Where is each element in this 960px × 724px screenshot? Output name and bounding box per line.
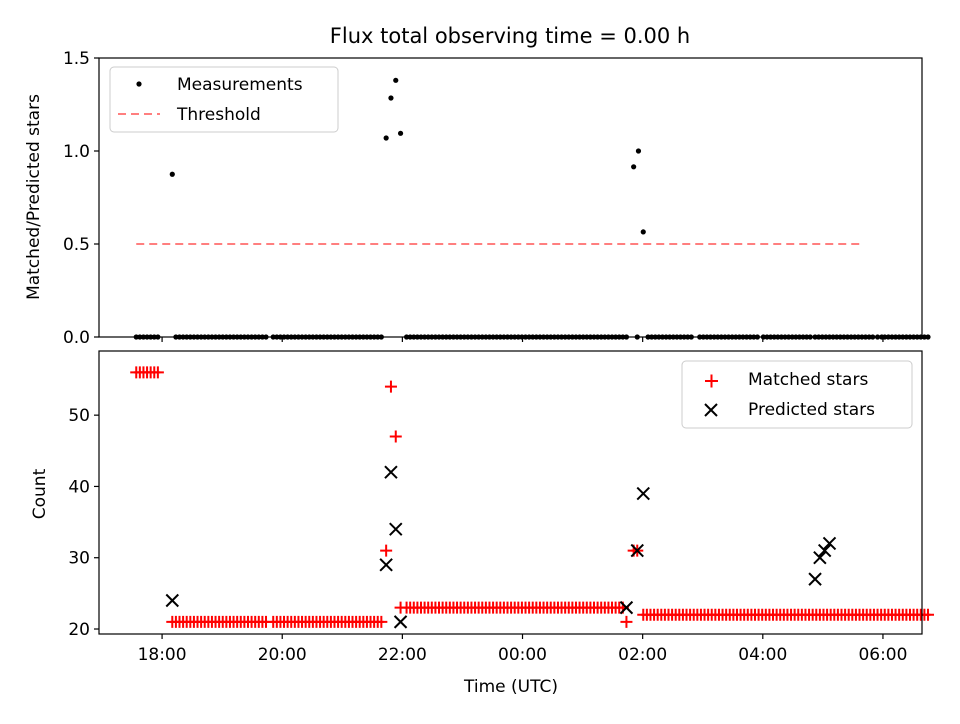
- bottom-x-tick-label: 06:00: [858, 645, 907, 665]
- legend-threshold-label: Threshold: [176, 105, 261, 125]
- bottom-x-tick-label: 00:00: [498, 645, 547, 665]
- matched-star-point: [389, 430, 402, 443]
- top-chart-title: Flux total observing time = 0.00 h: [330, 24, 690, 48]
- predicted-star-point: [822, 536, 837, 551]
- matched-star-point: [380, 544, 393, 557]
- matched-star-point: [620, 615, 633, 628]
- bottom-panel: Count Time (UTC) 20 30 40 50 18:00 20:00 22:0…: [30, 350, 935, 697]
- predicted-star-point: [808, 572, 822, 586]
- predicted-star-point: [389, 522, 403, 536]
- measurement-point: [397, 130, 404, 136]
- matched-star-point: [151, 366, 164, 379]
- top-y-ticks: 0.0 0.5 1.0 1.5: [63, 49, 99, 348]
- predicted-star-point: [384, 465, 398, 479]
- top-legend-box: [109, 66, 339, 133]
- predicted-star-point: [630, 543, 644, 558]
- top-y-tick-label: 0.5: [63, 235, 90, 255]
- legend-predicted-label: Predicted stars: [748, 400, 875, 420]
- measurement-point: [169, 171, 175, 177]
- bottom-y-ticks: 20 30 40 50: [68, 406, 99, 640]
- predicted-star-point: [813, 551, 827, 565]
- bottom-plot-marks: [130, 366, 935, 629]
- top-panel: Flux total observing time = 0.00 h Match…: [24, 24, 931, 348]
- bottom-y-tick-label: 40: [68, 477, 90, 497]
- bottom-y-tick-label: 30: [68, 549, 90, 569]
- predicted-star-point: [393, 615, 408, 629]
- bottom-y-tick-label: 20: [68, 620, 90, 640]
- predicted-star-point: [165, 593, 179, 608]
- bottom-x-tick-label: 20:00: [258, 645, 307, 665]
- predicted-star-point: [619, 600, 634, 615]
- top-legend: Measurements Threshold: [109, 66, 339, 133]
- measurement-point: [393, 77, 399, 83]
- bottom-y-tick-label: 50: [68, 406, 90, 426]
- predicted-star-point: [817, 543, 832, 558]
- measurement-point: [631, 164, 637, 170]
- bottom-x-tick-label: 22:00: [378, 645, 427, 665]
- matched-star-point: [922, 608, 935, 621]
- legend-measurements-marker: [136, 81, 142, 87]
- bottom-x-ticks: 18:00 20:00 22:00 00:00 02:00 04:00 06:00: [138, 634, 907, 665]
- matched-star-point: [384, 380, 397, 393]
- top-y-tick-label: 0.0: [63, 328, 90, 348]
- top-y-axis-label: Matched/Predicted stars: [24, 94, 44, 300]
- matched-star-point: [375, 615, 388, 628]
- predicted-star-point: [636, 486, 650, 501]
- legend-predicted-marker: [704, 403, 718, 417]
- bottom-legend-box: [681, 360, 913, 429]
- bottom-x-axis-label: Time (UTC): [463, 677, 558, 697]
- bottom-legend: Matched stars Predicted stars: [681, 360, 913, 429]
- legend-matched-label: Matched stars: [748, 370, 868, 390]
- bottom-x-tick-label: 02:00: [618, 645, 667, 665]
- measurement-point: [635, 148, 642, 154]
- top-plot-frame: [98, 57, 923, 338]
- predicted-star-point: [379, 558, 393, 572]
- bottom-x-tick-label: 04:00: [738, 645, 787, 665]
- measurement-point: [640, 229, 646, 235]
- legend-measurements-label: Measurements: [177, 75, 303, 95]
- measurement-point: [383, 135, 389, 141]
- measurement-point: [925, 334, 931, 340]
- measurement-point: [388, 95, 394, 101]
- top-x-ticks: [161, 337, 884, 342]
- bottom-plot-frame: [98, 350, 923, 635]
- bottom-y-axis-label: Count: [30, 468, 50, 519]
- top-y-tick-label: 1.0: [63, 142, 90, 162]
- legend-matched-marker: [705, 374, 718, 388]
- bottom-x-tick-label: 18:00: [138, 645, 187, 665]
- measurement-point: [921, 334, 928, 340]
- top-y-tick-label: 1.5: [63, 49, 90, 69]
